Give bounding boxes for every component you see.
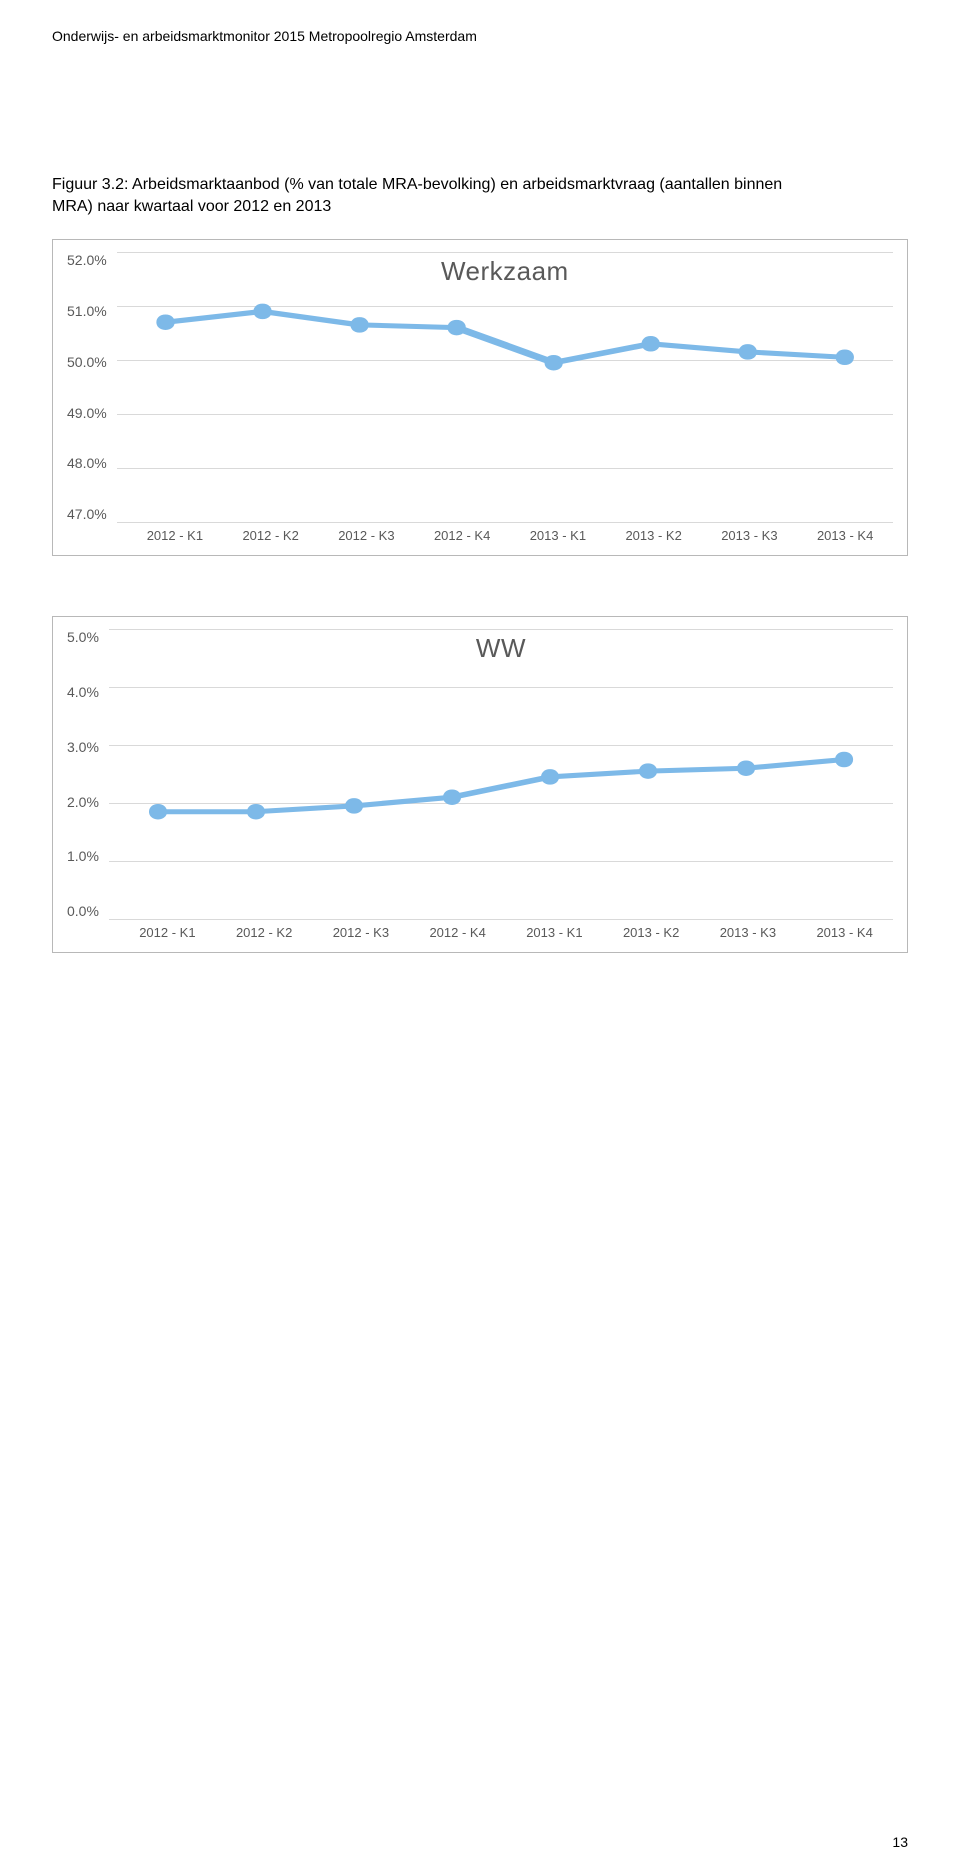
figure-caption: Figuur 3.2: Arbeidsmarktaanbod (% van to… [52,174,792,217]
x-tick-label: 2012 - K3 [319,528,415,543]
grid-line [117,522,893,523]
y-tick-label: 49.0% [67,405,107,421]
data-marker [739,761,753,775]
y-tick-label: 0.0% [67,903,99,919]
data-marker [352,318,366,332]
chart2-y-axis: 5.0% 4.0% 3.0% 2.0% 1.0% 0.0% [67,629,109,919]
x-tick-label: 2012 - K2 [216,925,313,940]
data-marker [158,315,172,329]
y-tick-label: 4.0% [67,684,99,700]
x-tick-label: 2013 - K4 [796,925,893,940]
x-tick-label: 2013 - K2 [606,528,702,543]
chart1-y-axis: 52.0% 51.0% 50.0% 49.0% 48.0% 47.0% [67,252,117,522]
x-tick-label: 2013 - K1 [506,925,603,940]
page-number: 13 [892,1834,908,1850]
y-tick-label: 50.0% [67,354,107,370]
data-marker [445,790,459,804]
chart-ww: 5.0%4.0%3.0%2.0%1.0%0.0% WW 2012 - K1201… [52,616,908,953]
data-marker [347,799,361,813]
x-tick-label: 2012 - K2 [223,528,319,543]
y-tick-label: 3.0% [67,739,99,755]
data-marker [249,805,263,819]
data-marker [837,350,851,364]
x-tick-label: 2013 - K3 [702,528,798,543]
data-marker [255,305,269,319]
data-marker [643,337,657,351]
data-marker [449,321,463,335]
x-tick-label: 2012 - K3 [313,925,410,940]
y-tick-label: 52.0% [67,252,107,268]
y-tick-label: 2.0% [67,794,99,810]
y-tick-label: 47.0% [67,506,107,522]
data-marker [151,805,165,819]
x-tick-label: 2013 - K1 [510,528,606,543]
x-tick-label: 2013 - K2 [603,925,700,940]
chart2-x-axis: 2012 - K12012 - K22012 - K32012 - K42013… [119,925,893,940]
data-marker [543,770,557,784]
data-marker [641,764,655,778]
grid-line [109,919,893,920]
x-tick-label: 2012 - K4 [409,925,506,940]
chart1-line-svg [117,252,893,522]
data-marker [740,345,754,359]
x-tick-label: 2013 - K3 [700,925,797,940]
chart1-x-axis: 2012 - K12012 - K22012 - K32012 - K42013… [127,528,893,543]
x-tick-label: 2012 - K1 [119,925,216,940]
chart1-plot-area: Werkzaam [117,252,893,522]
data-marker [546,356,560,370]
chart2-line-svg [109,629,893,919]
x-tick-label: 2012 - K4 [414,528,510,543]
chart2-plot-area: WW [109,629,893,919]
x-tick-label: 2013 - K4 [797,528,893,543]
x-tick-label: 2012 - K1 [127,528,223,543]
y-tick-label: 48.0% [67,455,107,471]
document-header: Onderwijs- en arbeidsmarktmonitor 2015 M… [52,28,908,44]
y-tick-label: 1.0% [67,848,99,864]
data-marker [837,753,851,767]
y-tick-label: 5.0% [67,629,99,645]
chart-werkzaam: 52.0%51.0%50.0%49.0%48.0%47.0% Werkzaam … [52,239,908,556]
y-tick-label: 51.0% [67,303,107,319]
